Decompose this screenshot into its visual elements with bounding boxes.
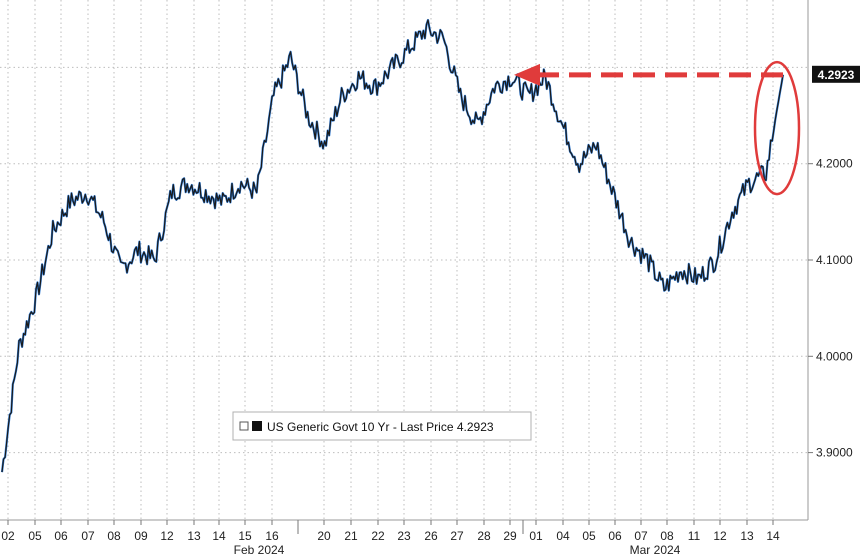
x-tick-label: 22 <box>371 529 385 543</box>
x-tick-label: 15 <box>238 529 252 543</box>
x-axis: 02 05 06 07 08 09 12 13 14 15 16 20 21 22 23 26 27 28 29 01… <box>1 520 780 543</box>
x-tick-label: 13 <box>740 529 754 543</box>
month-label: Mar 2024 <box>630 543 681 557</box>
current-price-tag-box <box>812 65 860 83</box>
x-tick-label: 29 <box>503 529 517 543</box>
x-tick-label: 06 <box>54 529 68 543</box>
x-tick-label: 20 <box>317 529 331 543</box>
current-price-tag: 4.2923 <box>812 65 860 83</box>
x-tick-label: 12 <box>713 529 727 543</box>
x-tick-label: 11 <box>688 529 701 543</box>
legend-series-swatch-icon <box>252 421 262 431</box>
y-axis: 3.9000 4.0000 4.1000 4.2000 <box>808 157 853 460</box>
y-tick-label: 3.9000 <box>816 446 853 460</box>
series-line-group <box>0 18 785 473</box>
dashed-arrow-annotation <box>514 63 783 86</box>
x-tick-label: 05 <box>582 529 596 543</box>
month-label: Feb 2024 <box>234 543 285 557</box>
x-tick-label: 08 <box>107 529 121 543</box>
legend: US Generic Govt 10 Yr - Last Price 4.292… <box>232 411 532 441</box>
x-tick-label: 26 <box>424 529 438 543</box>
x-tick-label: 07 <box>634 529 648 543</box>
y-tick-label: 4.1000 <box>816 253 853 267</box>
x-tick-label: 07 <box>81 529 95 543</box>
x-tick-label: 28 <box>477 529 491 543</box>
legend-toggle-icon[interactable] <box>239 421 249 431</box>
x-tick-label: 02 <box>1 529 15 543</box>
x-tick-label: 12 <box>160 529 174 543</box>
current-price-tag-text: 4.2923 <box>818 68 855 82</box>
x-tick-label: 08 <box>660 529 674 543</box>
series-line <box>1 19 784 473</box>
legend-label: US Generic Govt 10 Yr - Last Price 4.292… <box>267 420 494 434</box>
x-tick-label: 13 <box>187 529 201 543</box>
x-tick-label: 27 <box>450 529 464 543</box>
y-tick-label: 4.0000 <box>816 349 853 363</box>
x-tick-label: 09 <box>134 529 148 543</box>
circle-annotation <box>753 60 801 196</box>
x-tick-label: 06 <box>608 529 622 543</box>
x-tick-label: 21 <box>344 529 358 543</box>
x-tick-label: 14 <box>766 529 780 543</box>
dashed-arrow-head <box>514 63 540 86</box>
legend-box <box>232 411 532 441</box>
y-tick-label: 4.2000 <box>816 157 853 171</box>
x-tick-label: 01 <box>529 529 543 543</box>
x-tick-label: 04 <box>556 529 570 543</box>
x-tick-label: 23 <box>397 529 411 543</box>
x-tick-label: 14 <box>212 529 226 543</box>
x-tick-label: 05 <box>28 529 42 543</box>
x-tick-label: 16 <box>265 529 279 543</box>
month-labels: Feb 2024 Mar 2024 <box>234 543 681 557</box>
